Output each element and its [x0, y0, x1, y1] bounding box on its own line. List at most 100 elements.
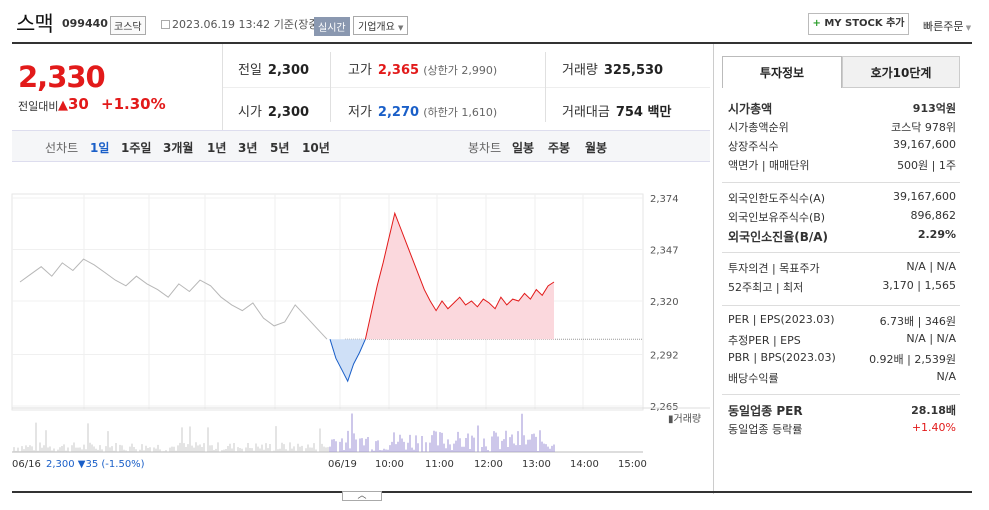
investment-key: 동일업종 PER	[728, 404, 803, 418]
investment-value: 6.73배 | 346원	[879, 315, 956, 328]
investment-row: 외국인한도주식수(A) 39,167,600	[728, 190, 956, 206]
investment-row: 동일업종 등락률 +1.40%	[728, 421, 956, 437]
mystock-add-button[interactable]: + MY STOCK 추가	[808, 13, 909, 35]
prev-close: 전일 2,300	[238, 59, 309, 78]
investment-row: PER | EPS(2023.03) 6.73배 | 346원	[728, 313, 956, 329]
high-price: 고가 2,365 (상한가 2,990)	[348, 59, 497, 78]
investment-panel	[713, 44, 972, 494]
tab-1d[interactable]: 1일	[90, 141, 110, 155]
investment-key: 추정PER | EPS	[728, 334, 801, 347]
volume-legend: ▮거래량	[668, 413, 701, 425]
investment-row: 액면가 | 매매단위 500원 | 1주	[728, 157, 956, 173]
investment-row: 외국인소진율(B/A) 2.29%	[728, 228, 956, 244]
investment-value: N/A	[936, 370, 956, 383]
investment-row: 52주최고 | 최저 3,170 | 1,565	[728, 279, 956, 295]
investment-key: 배당수익률	[728, 372, 779, 385]
panel-separator	[722, 182, 960, 183]
calendar-icon	[161, 20, 170, 29]
x-tick-label: 06/16	[12, 459, 41, 470]
x-tick-label: 06/19	[328, 459, 357, 470]
tab-orderbook[interactable]: 호가10단계	[842, 56, 960, 88]
tab-10y[interactable]: 10년	[302, 141, 330, 155]
open-price: 시가 2,300	[238, 101, 309, 120]
today-below-fill	[330, 339, 366, 382]
stock-code: 099440	[62, 17, 108, 30]
line-chart-label: 선차트	[45, 141, 79, 155]
collapse-button[interactable]: ︿	[342, 491, 382, 501]
tab-weekly[interactable]: 주봉	[548, 141, 571, 155]
tab-3m[interactable]: 3개월	[163, 141, 194, 155]
tab-investment-info[interactable]: 투자정보	[722, 56, 842, 88]
high-label: 고가	[348, 63, 372, 78]
candle-chart-label: 봉차트	[468, 141, 502, 155]
investment-value: 39,167,600	[893, 138, 956, 151]
investment-value: 3,170 | 1,565	[882, 279, 956, 292]
investment-key: 시가총액	[728, 102, 773, 116]
quote-divider-3	[545, 52, 546, 122]
tab-1y[interactable]: 1년	[207, 141, 227, 155]
x-tick-label: 11:00	[425, 459, 454, 470]
today-above-line	[364, 211, 555, 340]
investment-value: 913억원	[912, 102, 956, 115]
x-tick-label: 15:00	[618, 459, 647, 470]
change-abs: ▲30	[58, 95, 89, 113]
tab-3y[interactable]: 3년	[238, 141, 258, 155]
trade-amount: 거래대금 754 백만	[562, 101, 671, 120]
datetime-text: 2023.06.19 13:42	[172, 18, 271, 31]
investment-key: PER | EPS(2023.03)	[728, 313, 835, 326]
investment-key: 외국인소진율(B/A)	[728, 230, 829, 244]
company-info-label: 기업개요	[358, 22, 395, 33]
investment-key: 외국인보유주식수(B)	[728, 211, 826, 224]
panel-separator	[722, 305, 960, 306]
investment-row: 시가총액 913억원	[728, 100, 956, 116]
y-tick-label: 2,374	[650, 194, 679, 205]
investment-value: +1.40%	[911, 421, 956, 434]
tab-5y[interactable]: 5년	[270, 141, 290, 155]
low-value: 2,270	[377, 105, 420, 120]
amount-label: 거래대금	[562, 105, 610, 120]
quote-datetime: 2023.06.19 13:42 기준(장중)	[161, 16, 323, 32]
x-tick-label: 14:00	[570, 459, 599, 470]
y-tick-label: 2,292	[650, 350, 679, 361]
basis-text: 기준(장중)	[273, 18, 323, 31]
lower-limit: (하한가 1,610)	[423, 106, 498, 119]
investment-value: 500원 | 1주	[897, 159, 956, 172]
upper-limit: (상한가 2,990)	[423, 64, 498, 77]
quote-row-divider	[223, 87, 710, 88]
change-abs-value: 30	[68, 95, 89, 113]
investment-key: 투자의견 | 목표주가	[728, 262, 820, 275]
market-badge: 코스닥	[110, 16, 146, 35]
investment-row: 상장주식수 39,167,600	[728, 138, 956, 154]
investment-key: 52주최고 | 최저	[728, 281, 804, 294]
x-tick-label: 12:00	[474, 459, 503, 470]
tab-1w[interactable]: 1주일	[121, 141, 152, 155]
y-tick-label: 2,320	[650, 297, 679, 308]
tab-daily[interactable]: 일봉	[512, 141, 535, 155]
high-value: 2,365	[377, 63, 420, 78]
investment-row: 시가총액순위 코스닥 978위	[728, 119, 956, 135]
tab-monthly[interactable]: 월봉	[585, 141, 608, 155]
investment-row: 배당수익률 N/A	[728, 370, 956, 386]
quick-order-label: 빠른주문	[923, 20, 964, 33]
quick-order-button[interactable]: 빠른주문 ▼	[923, 18, 971, 34]
current-price: 2,330	[18, 60, 106, 94]
investment-row: 투자의견 | 목표주가 N/A | N/A	[728, 260, 956, 276]
investment-key: 상장주식수	[728, 140, 779, 153]
bottom-divider	[12, 491, 972, 493]
change-label: 전일대비	[18, 100, 59, 113]
investment-row: 추정PER | EPS N/A | N/A	[728, 332, 956, 348]
investment-row: 동일업종 PER 28.18배	[728, 402, 956, 418]
volume-value: 325,530	[603, 63, 664, 78]
panel-separator	[722, 252, 960, 253]
today-below-line	[329, 338, 366, 383]
company-info-button[interactable]: 기업개요 ▼	[353, 16, 409, 35]
investment-value: 28.18배	[911, 404, 956, 417]
mystock-label: MY STOCK 추가	[824, 18, 905, 29]
amount-value: 754 백만	[615, 105, 672, 120]
prev-value: 2,300	[267, 63, 310, 78]
open-value: 2,300	[267, 105, 310, 120]
realtime-button[interactable]: 실시간	[314, 17, 350, 36]
plot-frame	[11, 193, 644, 411]
investment-value: 코스닥 978위	[891, 121, 956, 134]
